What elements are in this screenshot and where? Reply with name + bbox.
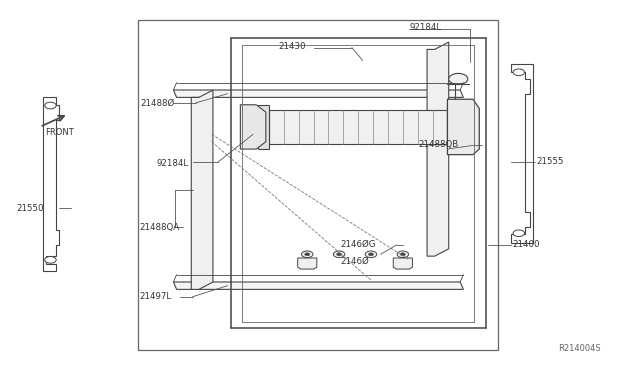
Polygon shape — [257, 105, 269, 149]
Bar — [138, 20, 499, 350]
Text: 2146Ø: 2146Ø — [340, 257, 369, 266]
Text: 21488Ø: 21488Ø — [140, 99, 175, 108]
Circle shape — [365, 251, 377, 258]
Circle shape — [513, 230, 525, 237]
Circle shape — [400, 253, 405, 256]
Text: 21550: 21550 — [17, 203, 44, 213]
Polygon shape — [447, 105, 459, 149]
Text: 92184L: 92184L — [409, 23, 442, 32]
Text: 2146ØG: 2146ØG — [340, 240, 376, 248]
Text: 21430: 21430 — [278, 42, 306, 51]
Text: 21488QA: 21488QA — [139, 223, 179, 232]
Circle shape — [333, 251, 345, 258]
Text: 92184L: 92184L — [157, 158, 189, 168]
Polygon shape — [173, 90, 463, 97]
Circle shape — [337, 253, 342, 256]
Text: FRONT: FRONT — [45, 128, 74, 137]
Circle shape — [45, 257, 56, 263]
Polygon shape — [241, 105, 266, 149]
Text: 21555: 21555 — [537, 157, 564, 166]
Polygon shape — [298, 258, 317, 269]
Polygon shape — [43, 97, 59, 271]
Polygon shape — [173, 282, 463, 289]
Circle shape — [369, 253, 374, 256]
Circle shape — [301, 251, 313, 258]
Polygon shape — [511, 64, 534, 243]
Text: 21497L: 21497L — [139, 292, 171, 301]
Polygon shape — [447, 99, 479, 155]
Text: R214004S: R214004S — [557, 344, 600, 353]
Circle shape — [397, 251, 408, 258]
Text: 21400: 21400 — [513, 240, 540, 249]
Text: 21488QB: 21488QB — [419, 140, 459, 149]
Circle shape — [449, 73, 468, 84]
Circle shape — [45, 102, 56, 109]
Circle shape — [305, 253, 310, 256]
Polygon shape — [269, 110, 447, 144]
Polygon shape — [394, 258, 412, 269]
Polygon shape — [191, 90, 213, 289]
Polygon shape — [427, 42, 449, 256]
Circle shape — [513, 69, 525, 76]
